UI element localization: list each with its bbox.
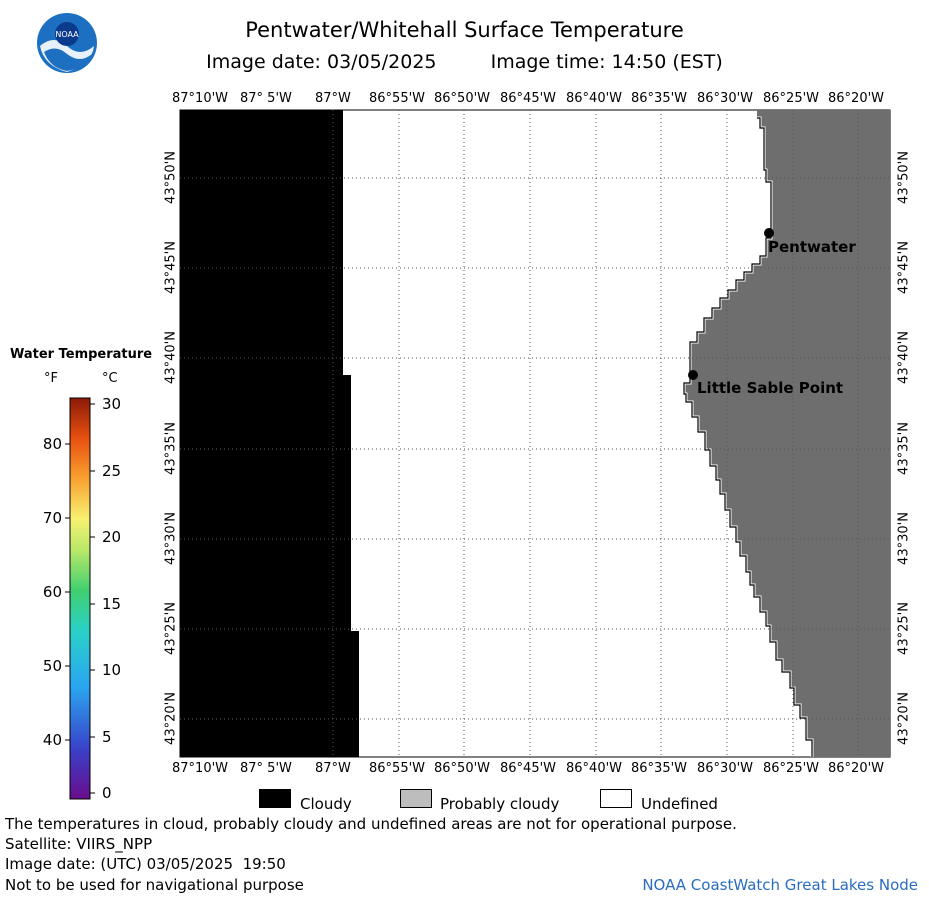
nav-warning-text: Not to be used for navigational purpose [5, 876, 304, 894]
key-probably-cloudy-swatch [400, 789, 432, 808]
lat-tick-right: 43°25'N [896, 602, 912, 655]
pentwater-label: Pentwater [768, 238, 856, 256]
c-tick-label: 15 [102, 595, 122, 613]
lat-tick-right: 43°50'N [896, 151, 912, 204]
lat-tick-right: 43°20'N [896, 692, 912, 745]
key-cloudy-swatch [259, 789, 291, 808]
utc-date-text: Image date: (UTC) 03/05/2025 19:50 [5, 855, 286, 873]
lon-tick-bottom: 87° 5'W [240, 761, 292, 776]
f-tick-label: 50 [42, 657, 62, 675]
lon-tick-top: 87° 5'W [240, 91, 292, 106]
c-tick-label: 20 [102, 528, 122, 546]
lon-tick-top: 86°35'W [631, 91, 688, 106]
c-tick-label: 0 [102, 784, 112, 802]
unit-fahrenheit: °F [44, 371, 58, 386]
legend-title: Water Temperature [10, 347, 153, 362]
lon-tick-top: 87°W [315, 91, 351, 106]
lon-tick-top: 86°30'W [697, 91, 754, 106]
key-probably-cloudy-label: Probably cloudy [440, 795, 560, 813]
lon-tick-top: 86°50'W [434, 91, 491, 106]
lon-tick-bottom: 86°20'W [828, 761, 885, 776]
logo-text: NOAA [55, 30, 79, 39]
lat-tick-left: 43°20'N [163, 692, 179, 745]
lon-tick-bottom: 86°45'W [500, 761, 557, 776]
temperature-colorbar [69, 397, 91, 800]
image-date: Image date: 03/05/2025 [206, 51, 437, 73]
satellite-text: Satellite: VIIRS_NPP [5, 835, 153, 853]
colorbar-ticks [65, 403, 95, 794]
cloud-area [180, 110, 359, 757]
lon-tick-top: 86°45'W [500, 91, 557, 106]
c-tick-label: 30 [102, 395, 122, 413]
lat-tick-right: 43°35'N [896, 422, 912, 475]
noaa-logo: NOAA [37, 13, 97, 73]
lon-tick-bottom: 86°25'W [763, 761, 820, 776]
lon-tick-bottom: 86°40'W [566, 761, 623, 776]
lat-tick-left: 43°35'N [163, 422, 179, 475]
lon-tick-top: 86°25'W [763, 91, 820, 106]
f-tick-label: 60 [42, 583, 62, 601]
lon-tick-top: 86°40'W [566, 91, 623, 106]
map-title: Pentwater/Whitehall Surface Temperature [245, 18, 684, 42]
lat-tick-left: 43°25'N [163, 602, 179, 655]
f-tick-label: 40 [42, 731, 62, 749]
lon-tick-top: 86°55'W [369, 91, 426, 106]
lon-tick-bottom: 86°55'W [369, 761, 426, 776]
key-undefined-label: Undefined [641, 795, 718, 813]
c-tick-label: 25 [102, 462, 122, 480]
pentwater-marker [764, 228, 774, 238]
lon-tick-top: 87°10'W [172, 91, 229, 106]
lat-tick-left: 43°30'N [163, 512, 179, 565]
lon-tick-bottom: 87°10'W [172, 761, 229, 776]
c-tick-label: 5 [102, 728, 112, 746]
lon-tick-bottom: 87°W [315, 761, 351, 776]
credit-text: NOAA CoastWatch Great Lakes Node [642, 876, 918, 894]
little-sable-point-label: Little Sable Point [697, 379, 844, 397]
key-cloudy-label: Cloudy [300, 795, 352, 813]
lon-tick-bottom: 86°50'W [434, 761, 491, 776]
land-area [684, 110, 890, 757]
lon-tick-top: 86°20'W [828, 91, 885, 106]
disclaimer-text: The temperatures in cloud, probably clou… [5, 815, 737, 833]
little-sable-point-marker [688, 370, 698, 380]
lat-tick-left: 43°50'N [163, 151, 179, 204]
lat-tick-left: 43°45'N [163, 241, 179, 294]
image-time: Image time: 14:50 (EST) [490, 51, 723, 73]
image-date-time: Image date: 03/05/2025 Image time: 14:50… [0, 51, 929, 73]
f-tick-label: 70 [42, 509, 62, 527]
lat-tick-left: 43°40'N [163, 331, 179, 384]
unit-celsius: °C [102, 371, 118, 386]
lon-tick-bottom: 86°30'W [697, 761, 754, 776]
f-tick-label: 80 [42, 435, 62, 453]
lat-tick-right: 43°40'N [896, 331, 912, 384]
key-undefined-swatch [600, 789, 632, 808]
lon-tick-bottom: 86°35'W [631, 761, 688, 776]
lat-tick-right: 43°45'N [896, 241, 912, 294]
c-tick-label: 10 [102, 661, 122, 679]
lat-tick-right: 43°30'N [896, 512, 912, 565]
